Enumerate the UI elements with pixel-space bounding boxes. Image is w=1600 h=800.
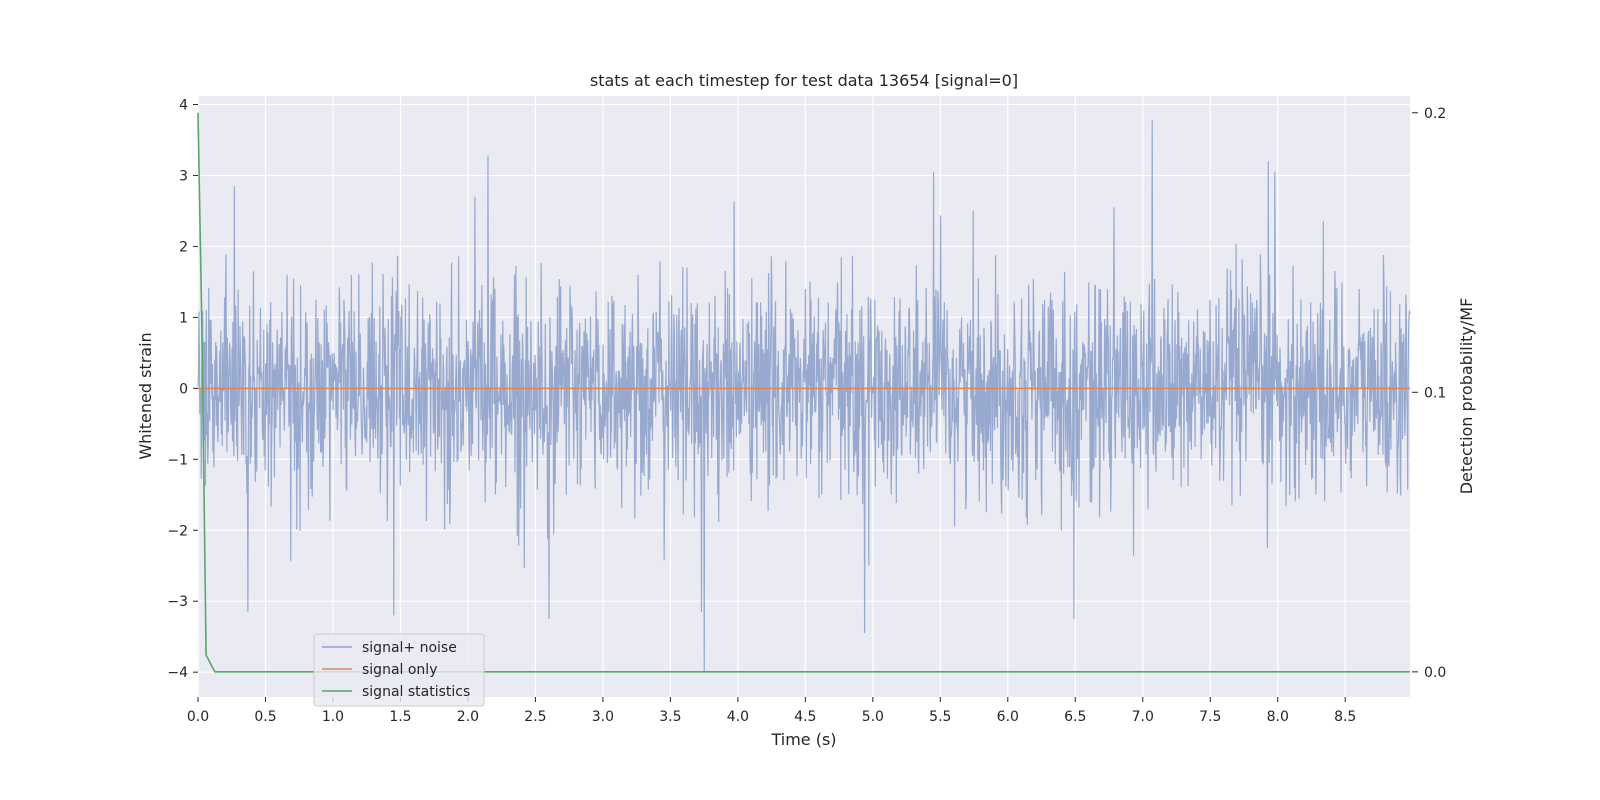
legend-label-signal-statistics: signal statistics [362, 684, 470, 700]
y-tick-label: 0 [179, 381, 188, 397]
y-tick-label: −1 [167, 452, 188, 468]
x-tick-label: 3.5 [659, 709, 681, 725]
x-tick-label: 8.5 [1334, 709, 1356, 725]
y-right-tick-label: 0.1 [1424, 385, 1446, 401]
x-tick-label: 0.5 [254, 709, 276, 725]
x-tick-label: 7.0 [1132, 709, 1154, 725]
x-tick-label: 2.5 [524, 709, 546, 725]
x-tick-label: 2.0 [457, 709, 479, 725]
chart-title: stats at each timestep for test data 136… [590, 71, 1018, 90]
y-tick-label: 4 [179, 98, 188, 114]
x-tick-label: 5.0 [862, 709, 884, 725]
x-tick-label: 4.0 [727, 709, 749, 725]
y-axis-label: Whitened strain [136, 332, 155, 459]
x-tick-label: 6.0 [997, 709, 1019, 725]
series-signal-statistics [197, 112, 1410, 673]
legend-label-signal-only: signal only [362, 662, 437, 678]
plot-area [197, 96, 1411, 697]
series-signal-noise [197, 120, 1411, 673]
line-signal-noise [197, 120, 1411, 673]
x-tick-label: 8.0 [1267, 709, 1289, 725]
y-tick-label: 3 [179, 168, 188, 184]
x-tick-label: 4.5 [794, 709, 816, 725]
legend-label-signal-noise: signal+ noise [362, 640, 457, 656]
y-axis-left: −4 −3 −2 −1 0 1 2 3 4 [167, 98, 198, 681]
x-tick-label: 1.0 [322, 709, 344, 725]
y-axis-right: 0.0 0.1 0.2 [1412, 106, 1446, 681]
x-tick-label: 5.5 [929, 709, 951, 725]
legend-box [313, 633, 485, 707]
y-axis-right-label: Detection probability/MF [1457, 298, 1476, 495]
y-tick-label: 1 [179, 310, 188, 326]
x-tick-label: 0.0 [187, 709, 209, 725]
legend: signal+ noise signal only signal statist… [313, 633, 485, 707]
line-signal-statistics [197, 112, 1410, 673]
y-tick-label: −4 [167, 665, 188, 681]
x-tick-label: 3.0 [592, 709, 614, 725]
x-tick-label: 1.5 [389, 709, 411, 725]
x-tick-label: 7.5 [1199, 709, 1221, 725]
x-axis: 0.0 0.5 1.0 1.5 2.0 2.5 3.0 3.5 4.0 4.5 5.0 5.5 6.0 6… [187, 697, 1356, 725]
x-tick-label: 6.5 [1064, 709, 1086, 725]
y-tick-label: 2 [179, 239, 188, 255]
x-axis-label: Time (s) [770, 730, 836, 749]
y-right-tick-label: 0.2 [1424, 106, 1446, 122]
y-tick-label: −2 [167, 523, 188, 539]
y-tick-label: −3 [167, 594, 188, 610]
y-right-tick-label: 0.0 [1424, 665, 1446, 681]
